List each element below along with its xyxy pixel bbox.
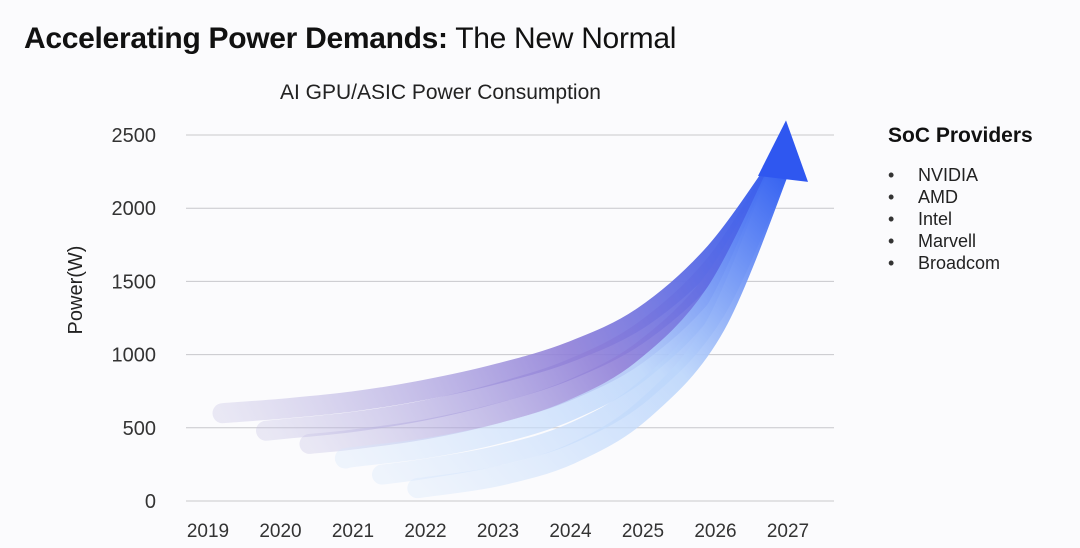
bullet-icon: • [888,231,895,251]
legend: SoC Providers • NVIDIA • AMD • Intel • Marvell •… [888,124,1033,274]
x-tick-label: 2024 [549,521,592,542]
slide-title: Accelerating Power Demands: The New Norm… [24,22,676,56]
legend-item-label: Marvell [918,231,977,251]
chart-title: AI GPU/ASIC Power Consumption [280,81,601,104]
legend-list: • NVIDIA • AMD • Intel • Marvell • Broadcom [888,164,1033,274]
legend-item: • NVIDIA [888,164,1033,186]
legend-title: SoC Providers [888,124,1033,147]
legend-item: • Broadcom [888,252,1033,274]
x-tick-label: 2025 [622,521,664,542]
legend-item-label: NVIDIA [918,165,979,185]
x-tick-label: 2023 [477,521,519,542]
x-tick-label: 2026 [694,521,736,542]
y-tick-label: 1000 [112,345,157,367]
arrow-head-icon [758,120,808,182]
y-tick-label: 0 [145,491,156,513]
slide-title-bold: Accelerating Power Demands: [24,22,448,55]
bullet-icon: • [888,209,895,229]
y-axis-label: Power(W) [65,246,87,335]
y-tick-label: 2000 [112,198,157,220]
legend-item: • AMD [888,186,1033,208]
x-tick-label: 2022 [404,521,446,542]
series-curve [407,147,795,499]
y-tick-label: 1500 [112,271,157,293]
slide-title-rest: The New Normal [447,22,677,55]
legend-item: • Intel [888,208,1033,230]
bullet-icon: • [888,253,895,273]
y-tick-label: 500 [123,418,156,440]
bullet-icon: • [888,187,895,207]
legend-item-label: Broadcom [918,253,1001,273]
legend-item-label: AMD [918,187,958,207]
legend-item-label: Intel [918,209,953,229]
bullet-icon: • [888,165,895,185]
x-tick-label: 2020 [259,521,301,542]
legend-item: • Marvell [888,230,1033,252]
x-tick-label: 2027 [767,521,809,542]
x-tick-label: 2021 [332,521,374,542]
x-tick-label: 2019 [187,521,229,542]
y-tick-label: 2500 [112,125,157,147]
